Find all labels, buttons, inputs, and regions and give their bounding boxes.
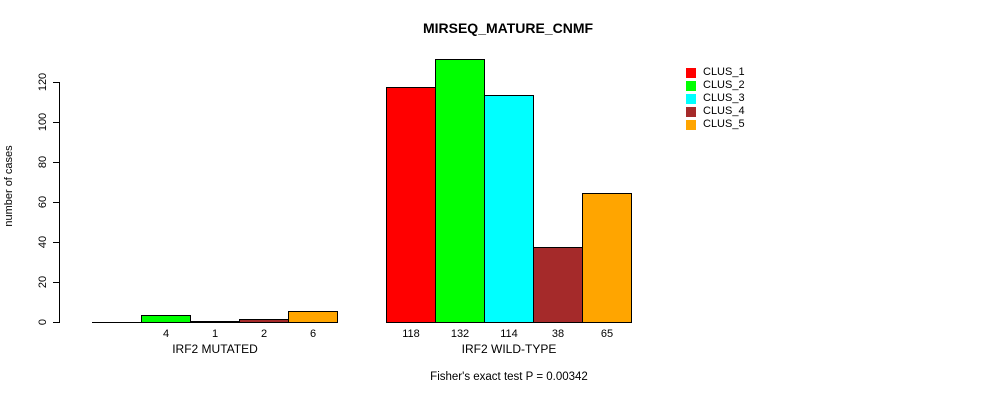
legend-item-clus-3: CLUS_3 — [686, 92, 745, 105]
bar-value-label-wild-type-clus-4: 38 — [551, 328, 565, 340]
y-axis-tick-20 — [53, 282, 60, 283]
legend-swatch-clus-5 — [686, 119, 696, 130]
y-tick-label-120: 120 — [37, 72, 49, 92]
bar-mutated-clus-3 — [190, 321, 240, 323]
legend-swatch-clus-2 — [686, 80, 696, 91]
bar-mutated-clus-1 — [92, 322, 142, 323]
legend-item-clus-2: CLUS_2 — [686, 79, 745, 92]
legend-label-clus-2: CLUS_2 — [703, 79, 745, 91]
bar-wild-type-clus-5 — [582, 193, 632, 323]
y-tick-label-0: 0 — [37, 318, 49, 326]
bar-value-label-mutated-clus-2: 4 — [162, 328, 170, 340]
bar-wild-type-clus-4 — [533, 247, 583, 323]
chart-title: MIRSEQ_MATURE_CNMF — [422, 20, 594, 36]
bar-mutated-clus-5 — [288, 311, 338, 323]
y-axis-label: number of cases — [3, 145, 15, 227]
x-group-label-irf2-wild-type: IRF2 WILD-TYPE — [461, 342, 557, 356]
legend-swatch-clus-3 — [686, 93, 696, 104]
legend-label-clus-4: CLUS_4 — [703, 105, 745, 117]
y-axis-tick-80 — [53, 162, 60, 163]
bar-wild-type-clus-1 — [386, 87, 436, 323]
legend-item-clus-4: CLUS_4 — [686, 105, 745, 118]
bar-value-label-wild-type-clus-1: 118 — [402, 328, 420, 340]
fisher-exact-test-annotation: Fisher's exact test P = 0.00342 — [430, 371, 588, 383]
y-tick-label-20: 20 — [37, 275, 49, 289]
legend-label-clus-5: CLUS_5 — [703, 118, 745, 130]
y-axis-tick-100 — [53, 122, 60, 123]
y-axis-tick-40 — [53, 242, 60, 243]
bar-value-label-mutated-clus-3: 1 — [211, 328, 219, 340]
bar-value-label-mutated-clus-4: 2 — [260, 328, 268, 340]
y-axis-tick-0 — [53, 322, 60, 323]
bar-mutated-clus-4 — [239, 319, 289, 323]
bar-value-label-wild-type-clus-5: 65 — [600, 328, 614, 340]
legend-label-clus-1: CLUS_1 — [703, 66, 745, 78]
legend-swatch-clus-4 — [686, 106, 696, 117]
legend-label-clus-3: CLUS_3 — [703, 92, 745, 104]
y-axis-tick-120 — [53, 82, 60, 83]
y-tick-label-60: 60 — [37, 195, 49, 209]
legend-swatch-clus-1 — [686, 67, 696, 78]
y-tick-label-100: 100 — [37, 112, 49, 132]
bar-wild-type-clus-3 — [484, 95, 534, 323]
x-group-label-irf2-mutated: IRF2 MUTATED — [172, 342, 258, 356]
bar-value-label-wild-type-clus-2: 132 — [450, 328, 470, 340]
bar-mutated-clus-2 — [141, 315, 191, 323]
bar-wild-type-clus-2 — [435, 59, 485, 323]
bar-value-label-wild-type-clus-3: 114 — [500, 328, 518, 340]
legend-item-clus-1: CLUS_1 — [686, 66, 745, 79]
y-tick-label-40: 40 — [37, 235, 49, 249]
bar-value-label-mutated-clus-5: 6 — [309, 328, 317, 340]
y-tick-label-80: 80 — [37, 155, 49, 169]
legend: CLUS_1 CLUS_2 CLUS_3 CLUS_4 CLUS_5 — [686, 66, 745, 131]
y-axis-tick-60 — [53, 202, 60, 203]
legend-item-clus-5: CLUS_5 — [686, 118, 745, 131]
